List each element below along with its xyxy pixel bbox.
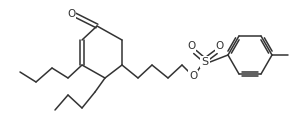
Text: O: O	[189, 71, 197, 81]
Text: S: S	[202, 57, 209, 67]
Text: O: O	[187, 41, 195, 51]
Text: O: O	[216, 41, 224, 51]
Text: O: O	[67, 9, 75, 19]
